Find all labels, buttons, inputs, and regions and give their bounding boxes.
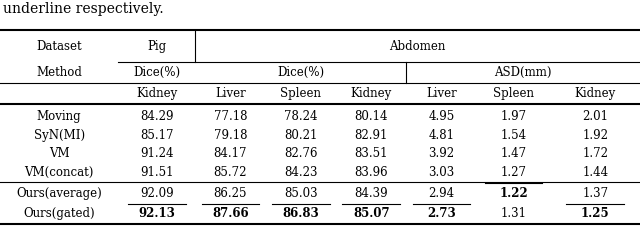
Text: 84.29: 84.29 [140,110,173,123]
Text: Dataset: Dataset [36,40,82,53]
Text: Liver: Liver [215,87,246,100]
Text: 91.51: 91.51 [140,166,173,179]
Text: 2.73: 2.73 [428,207,456,220]
Text: 1.97: 1.97 [500,110,527,123]
Text: Spleen: Spleen [280,87,321,100]
Text: Dice(%): Dice(%) [133,66,180,79]
Text: 3.03: 3.03 [428,166,455,179]
Text: Kidney: Kidney [351,87,392,100]
Text: SyN(MI): SyN(MI) [34,129,84,142]
Text: 85.07: 85.07 [353,207,390,220]
Text: 1.54: 1.54 [500,129,527,142]
Text: 85.72: 85.72 [214,166,247,179]
Text: Kidney: Kidney [575,87,616,100]
Text: 83.96: 83.96 [355,166,388,179]
Text: VM(concat): VM(concat) [24,166,94,179]
Text: Abdomen: Abdomen [389,40,446,53]
Text: 1.37: 1.37 [582,187,608,200]
Text: VM: VM [49,147,70,160]
Text: 1.44: 1.44 [582,166,608,179]
Text: Liver: Liver [426,87,457,100]
Text: 86.83: 86.83 [282,207,319,220]
Text: 1.92: 1.92 [582,129,608,142]
Text: 85.03: 85.03 [284,187,317,200]
Text: 4.81: 4.81 [429,129,454,142]
Text: 86.25: 86.25 [214,187,247,200]
Text: Ours(average): Ours(average) [17,187,102,200]
Text: 1.22: 1.22 [499,187,528,200]
Text: 82.76: 82.76 [284,147,317,160]
Text: Dice(%): Dice(%) [277,66,324,79]
Text: 82.91: 82.91 [355,129,388,142]
Text: 84.39: 84.39 [355,187,388,200]
Text: 3.92: 3.92 [429,147,454,160]
Text: Method: Method [36,66,82,79]
Text: 2.94: 2.94 [429,187,454,200]
Text: 1.31: 1.31 [500,207,527,220]
Text: 83.51: 83.51 [355,147,388,160]
Text: 80.14: 80.14 [355,110,388,123]
Text: 1.25: 1.25 [581,207,609,220]
Text: 77.18: 77.18 [214,110,247,123]
Text: 1.72: 1.72 [582,147,608,160]
Text: Spleen: Spleen [493,87,534,100]
Text: 80.21: 80.21 [284,129,317,142]
Text: 87.66: 87.66 [212,207,249,220]
Text: 1.27: 1.27 [500,166,527,179]
Text: underline respectively.: underline respectively. [3,2,164,16]
Text: 78.24: 78.24 [284,110,317,123]
Text: 1.47: 1.47 [500,147,527,160]
Text: ASD(mm): ASD(mm) [495,66,552,79]
Text: 91.24: 91.24 [140,147,173,160]
Text: 84.17: 84.17 [214,147,247,160]
Text: 84.23: 84.23 [284,166,317,179]
Text: 79.18: 79.18 [214,129,247,142]
Text: Ours(gated): Ours(gated) [24,207,95,220]
Text: 4.95: 4.95 [428,110,455,123]
Text: Pig: Pig [147,40,166,53]
Text: 2.01: 2.01 [582,110,608,123]
Text: 85.17: 85.17 [140,129,173,142]
Text: 92.09: 92.09 [140,187,173,200]
Text: Kidney: Kidney [136,87,177,100]
Text: 92.13: 92.13 [138,207,175,220]
Text: Moving: Moving [37,110,81,123]
